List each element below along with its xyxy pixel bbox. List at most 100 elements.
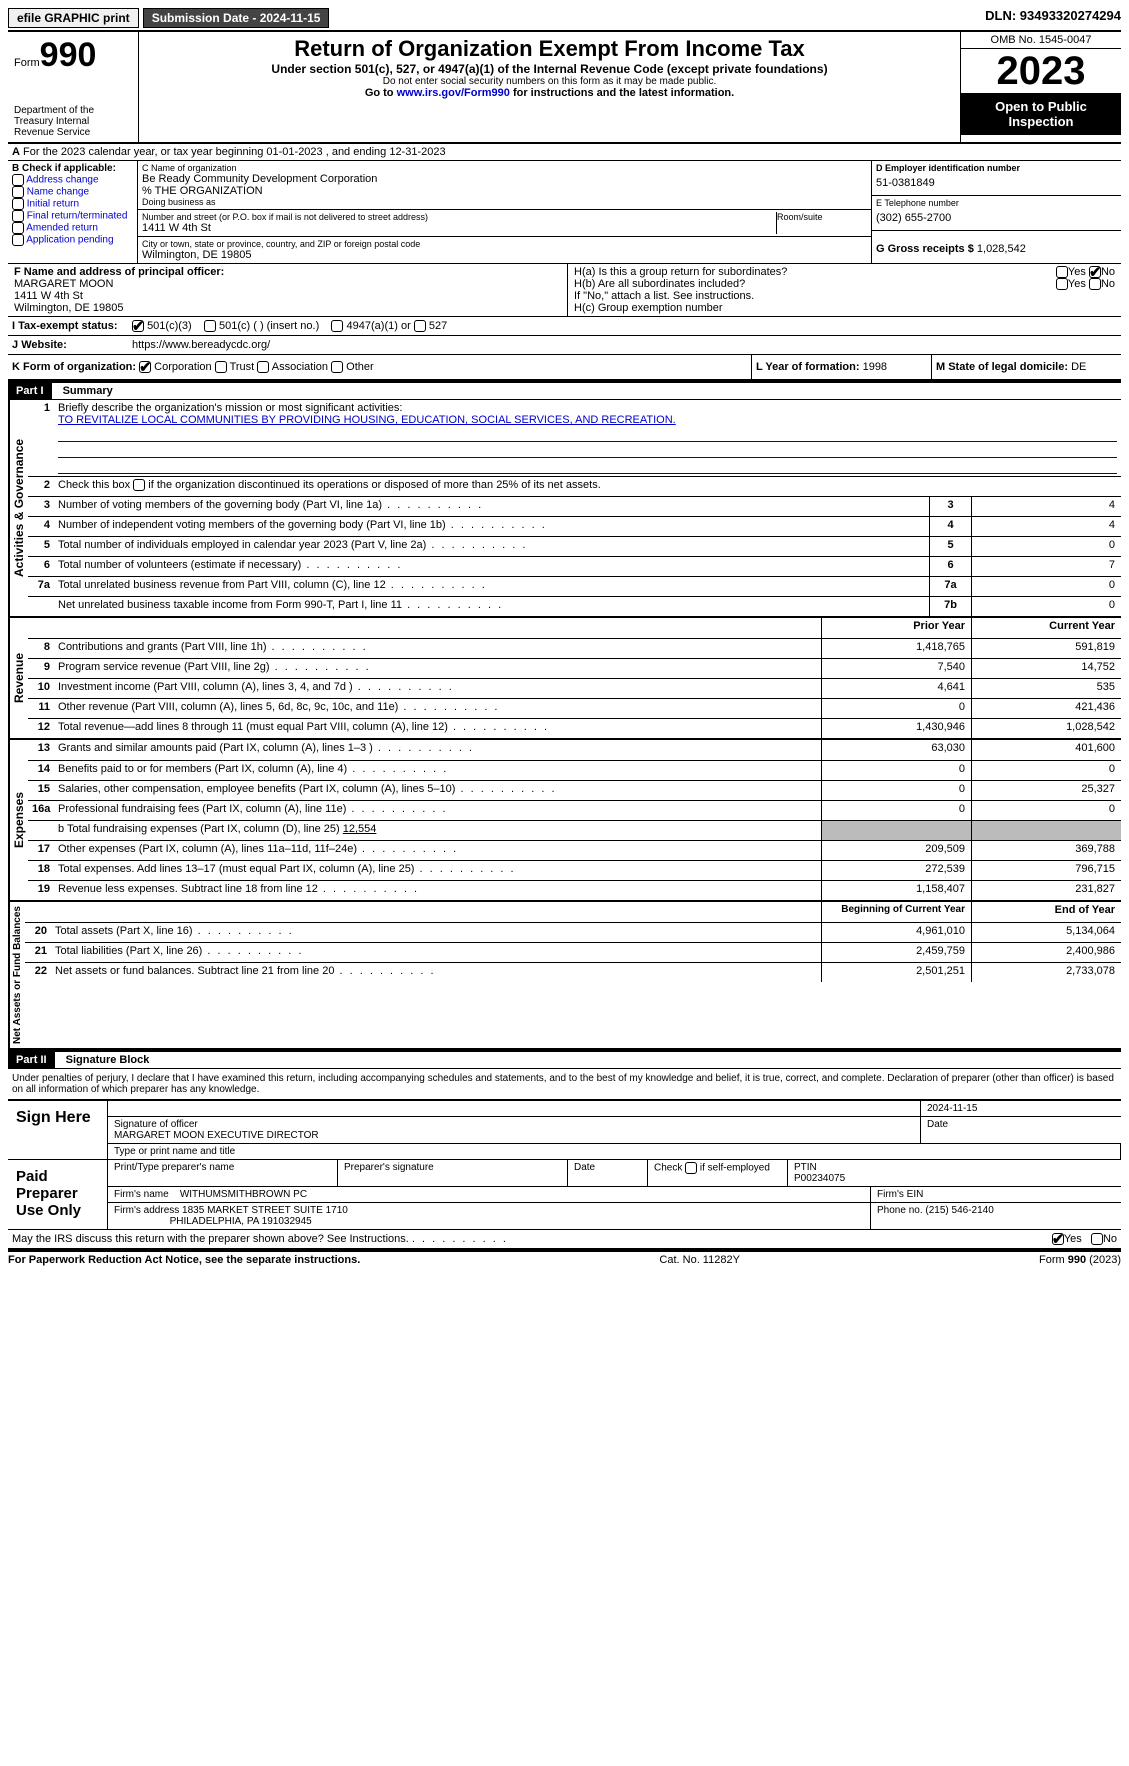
l2-rest: if the organization discontinued its ope…	[145, 479, 601, 491]
mission-lbl: Briefly describe the organization's miss…	[58, 402, 402, 414]
end-hdr: End of Year	[971, 902, 1121, 922]
website-val[interactable]: https://www.bereadycdc.org/	[132, 339, 270, 351]
begin-hdr: Beginning of Current Year	[821, 902, 971, 922]
part1-row: Part I Summary	[8, 381, 1121, 400]
dept-treasury: Department of the Treasury Internal Reve…	[14, 105, 132, 138]
dln: DLN: 93493320274294	[985, 8, 1121, 28]
topbar: efile GRAPHIC print Submission Date - 20…	[8, 8, 1121, 32]
penalty-text: Under penalties of perjury, I declare th…	[8, 1069, 1121, 1099]
col-d: D Employer identification number 51-0381…	[871, 161, 1121, 263]
trust-lbl: Trust	[230, 361, 255, 373]
hb-no-cb[interactable]	[1089, 278, 1101, 290]
prep-sig-hdr: Preparer's signature	[338, 1160, 568, 1186]
rev-side: Revenue	[8, 618, 28, 738]
discuss-row: May the IRS discuss this return with the…	[8, 1230, 1121, 1250]
discuss-no-cb[interactable]	[1091, 1233, 1103, 1245]
prior-hdr: Prior Year	[821, 618, 971, 638]
fundraising-lbl: b Total fundraising expenses (Part IX, c…	[58, 823, 340, 835]
501c3-cb[interactable]	[132, 320, 144, 332]
sig-typeprint-lbl: Type or print name and title	[108, 1144, 1121, 1159]
mission-val: TO REVITALIZE LOCAL COMMUNITIES BY PROVI…	[58, 414, 676, 426]
submission-date: Submission Date - 2024-11-15	[143, 8, 330, 28]
l2-text: Check this box	[58, 479, 133, 491]
form-org-lbl: K Form of organization:	[12, 361, 136, 373]
org-name: Be Ready Community Development Corporati…	[142, 173, 867, 185]
sig-officer-name: MARGARET MOON EXECUTIVE DIRECTOR	[114, 1130, 914, 1141]
initial-lbl: Initial return	[27, 199, 79, 210]
phone-val: (215) 546-2140	[925, 1205, 993, 1216]
goto-post: for instructions and the latest informat…	[510, 87, 734, 99]
527-lbl: 527	[429, 320, 447, 332]
row-j: J Website: https://www.bereadycdc.org/	[8, 336, 1121, 355]
hb-yes-cb[interactable]	[1056, 278, 1068, 290]
discuss-yes-cb[interactable]	[1052, 1233, 1064, 1245]
ssn-notice: Do not enter social security numbers on …	[143, 76, 956, 87]
officer-lbl: F Name and address of principal officer:	[14, 266, 224, 278]
name-change-cb[interactable]	[12, 186, 24, 198]
row-i: I Tax-exempt status: 501(c)(3) 501(c) ( …	[8, 317, 1121, 336]
l2-cb[interactable]	[133, 479, 145, 491]
efile-btn[interactable]: efile GRAPHIC print	[8, 8, 139, 28]
final-cb[interactable]	[12, 210, 24, 222]
hb-lbl: H(b) Are all subordinates included?	[574, 278, 745, 290]
final-lbl: Final return/terminated	[27, 211, 128, 222]
firm-addr2: PHILADELPHIA, PA 191032945	[170, 1216, 312, 1227]
yof-lbl: L Year of formation:	[756, 361, 860, 373]
firm-lbl: Firm's name	[114, 1189, 169, 1200]
other-cb[interactable]	[331, 361, 343, 373]
527-cb[interactable]	[414, 320, 426, 332]
501c3-lbl: 501(c)(3)	[147, 320, 192, 332]
sig-date-lbl: Date	[921, 1117, 1121, 1143]
ha-no-lbl: No	[1101, 266, 1115, 278]
under-section: Under section 501(c), 527, or 4947(a)(1)…	[143, 62, 956, 76]
part2-hdr: Part II	[8, 1052, 55, 1068]
prep-date-hdr: Date	[568, 1160, 648, 1186]
gross-val: 1,028,542	[977, 243, 1026, 255]
entity-grid: B Check if applicable: Address change Na…	[8, 161, 1121, 264]
ha-yes-cb[interactable]	[1056, 266, 1068, 278]
assoc-cb[interactable]	[257, 361, 269, 373]
part1-title: Summary	[55, 383, 121, 399]
corp-cb[interactable]	[139, 361, 151, 373]
self-emp-cb[interactable]	[685, 1162, 697, 1174]
form-number: 990	[40, 36, 97, 74]
net-section: Net Assets or Fund Balances Beginning of…	[8, 902, 1121, 1050]
officer-addr2: Wilmington, DE 19805	[14, 302, 561, 314]
exp-side: Expenses	[8, 740, 28, 900]
room-lbl: Room/suite	[777, 212, 867, 222]
4947-cb[interactable]	[331, 320, 343, 332]
open-public: Open to Public Inspection	[961, 93, 1121, 135]
trust-cb[interactable]	[215, 361, 227, 373]
gross-lbl: G Gross receipts $	[876, 243, 974, 255]
goto-link[interactable]: www.irs.gov/Form990	[397, 87, 510, 99]
corp-lbl: Corporation	[154, 361, 211, 373]
pending-cb[interactable]	[12, 234, 24, 246]
paid-prep-row: Paid Preparer Use Only Print/Type prepar…	[8, 1160, 1121, 1230]
discuss-text: May the IRS discuss this return with the…	[12, 1233, 409, 1245]
hb-yes-lbl: Yes	[1068, 278, 1086, 290]
addr-change-cb[interactable]	[12, 174, 24, 186]
name-lbl: C Name of organization	[142, 163, 867, 173]
org-city: Wilmington, DE 19805	[142, 249, 867, 261]
firm-val: WITHUMSMITHBROWN PC	[180, 1189, 307, 1200]
part1-hdr: Part I	[8, 383, 52, 399]
form-prefix: Form	[14, 57, 40, 69]
4947-lbl: 4947(a)(1) or	[347, 320, 411, 332]
omb-number: OMB No. 1545-0047	[961, 32, 1121, 49]
hc-lbl: H(c) Group exemption number	[574, 302, 1115, 314]
col-b: B Check if applicable: Address change Na…	[8, 161, 138, 263]
501c-cb[interactable]	[204, 320, 216, 332]
prep-name-hdr: Print/Type preparer's name	[108, 1160, 338, 1186]
initial-cb[interactable]	[12, 198, 24, 210]
amended-cb[interactable]	[12, 222, 24, 234]
ptin-hdr: PTIN	[794, 1162, 817, 1173]
ein-lbl: D Employer identification number	[876, 163, 1117, 173]
state-val: DE	[1071, 361, 1086, 373]
addr-lbl: Number and street (or P.O. box if mail i…	[142, 212, 776, 222]
officer-addr1: 1411 W 4th St	[14, 290, 561, 302]
phone-lbl: Phone no.	[877, 1205, 923, 1216]
footer-right: Form 990 (2023)	[1039, 1254, 1121, 1266]
pending-lbl: Application pending	[26, 235, 113, 246]
ha-no-cb[interactable]	[1089, 266, 1101, 278]
gov-section: Activities & Governance 1 Briefly descri…	[8, 400, 1121, 618]
